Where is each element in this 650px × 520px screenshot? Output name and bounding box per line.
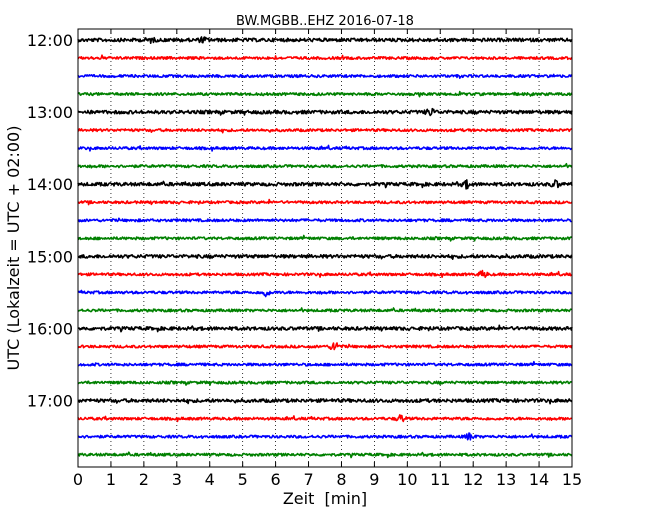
trace-group — [77, 36, 573, 459]
trace-line — [77, 90, 573, 98]
trace-line — [77, 432, 573, 441]
trace-line — [77, 398, 573, 405]
x-tick-label: 13 — [496, 470, 516, 489]
trace-line — [77, 198, 573, 206]
trace-line — [77, 144, 573, 152]
chart-title: BW.MGBB..EHZ 2016-07-18 — [236, 14, 414, 29]
y-tick-label: 15:00 — [27, 247, 73, 266]
trace-line — [77, 107, 573, 117]
x-tick-label: 1 — [106, 470, 116, 489]
x-tick-label: 8 — [336, 470, 346, 489]
x-tick-label: 7 — [303, 470, 313, 489]
x-tick-label: 2 — [139, 470, 149, 489]
trace-line — [77, 128, 573, 134]
trace-line — [77, 380, 573, 386]
trace-line — [77, 73, 573, 79]
x-tick-label: 11 — [430, 470, 450, 489]
trace-line — [77, 360, 573, 367]
x-axis-label: Zeit [min] — [283, 489, 367, 508]
trace-line — [77, 324, 573, 333]
y-tick-label: 13:00 — [27, 103, 73, 122]
trace-line — [77, 179, 573, 190]
x-tick-label: 10 — [397, 470, 417, 489]
trace-line — [77, 253, 573, 260]
y-axis-label: UTC (Lokalzeit = UTC + 02:00) — [4, 126, 23, 371]
trace-line — [77, 162, 573, 169]
y-tick-label: 17:00 — [27, 392, 73, 411]
x-tick-label: 6 — [271, 470, 281, 489]
plot-frame — [77, 28, 573, 468]
x-tick-label: 3 — [172, 470, 182, 489]
x-tick-label: 5 — [238, 470, 248, 489]
y-axis-ticks: 12:00 13:00 14:00 15:00 16:00 17:00 — [27, 31, 572, 411]
y-tick-label: 14:00 — [27, 175, 73, 194]
trace-line — [77, 414, 573, 423]
x-tick-label: 4 — [205, 470, 215, 489]
y-tick-label: 12:00 — [27, 31, 73, 50]
trace-line — [77, 54, 573, 61]
x-tick-label: 15 — [562, 470, 582, 489]
trace-line — [77, 342, 573, 351]
trace-line — [77, 289, 573, 298]
y-tick-label: 16:00 — [27, 319, 73, 338]
x-tick-label: 9 — [369, 470, 379, 489]
trace-line — [77, 234, 573, 242]
x-tick-label: 12 — [463, 470, 483, 489]
trace-line — [77, 307, 573, 313]
trace-line — [77, 217, 573, 223]
trace-line — [77, 451, 573, 459]
x-axis-ticks: 0 1 2 3 4 5 6 7 8 9 10 11 12 13 14 15 — [73, 29, 582, 489]
x-tick-label: 14 — [529, 470, 549, 489]
x-tick-label: 0 — [73, 470, 83, 489]
trace-line — [77, 36, 573, 44]
trace-line — [77, 269, 573, 279]
